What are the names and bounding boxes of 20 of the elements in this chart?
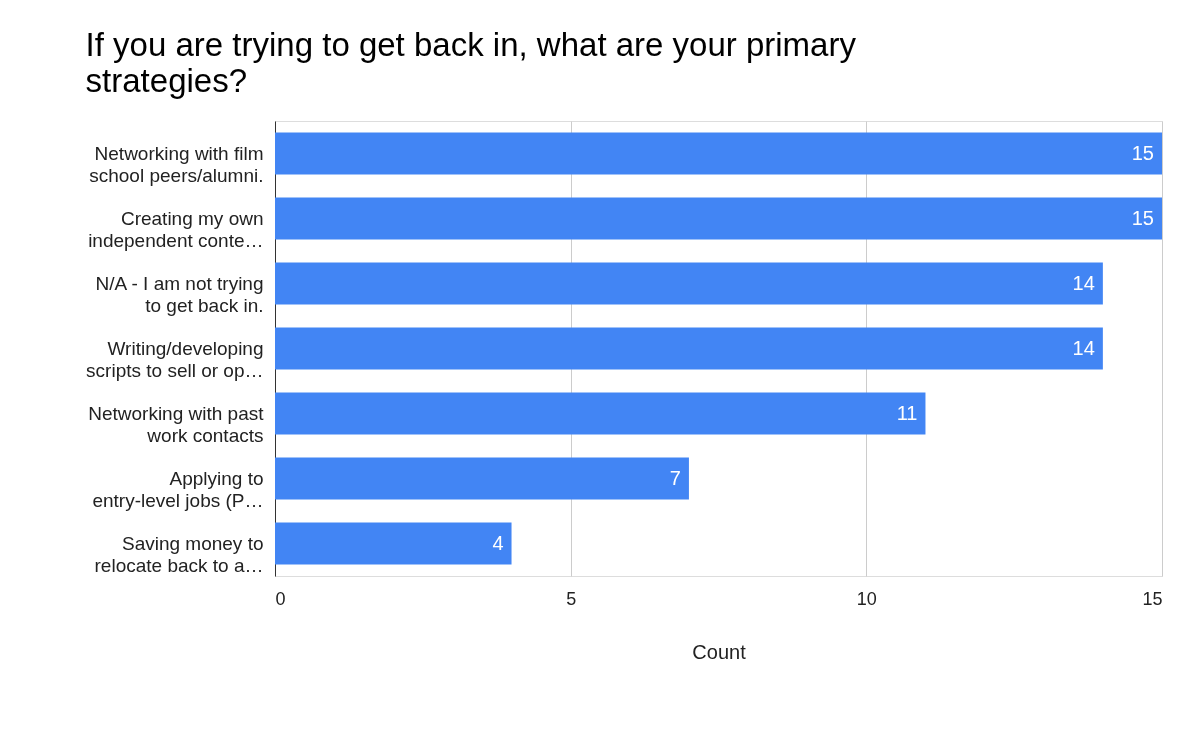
x-tick-label: 0 bbox=[275, 588, 286, 609]
y-tick-label: Creating my own independent conte… bbox=[88, 207, 264, 251]
data-label: 15 bbox=[1131, 206, 1154, 229]
x-tick-label: 5 bbox=[566, 588, 577, 609]
x-axis-title: Count bbox=[692, 640, 747, 663]
x-tick-label: 15 bbox=[1142, 588, 1163, 609]
x-tick-label: 10 bbox=[856, 588, 877, 609]
y-tick-label: Applying to entry-level jobs (P… bbox=[92, 467, 264, 511]
data-label: 4 bbox=[492, 531, 504, 554]
data-label: 14 bbox=[1072, 336, 1095, 359]
data-label: 15 bbox=[1131, 141, 1154, 164]
data-label: 7 bbox=[669, 466, 681, 489]
y-tick-label: Saving money to relocate back to a… bbox=[94, 532, 264, 576]
data-label: 11 bbox=[896, 401, 918, 424]
y-tick-label: Networking with past work contacts bbox=[88, 402, 265, 446]
y-tick-label: Writing/developing scripts to sell or op… bbox=[86, 337, 264, 381]
y-tick-label: N/A - I am not trying to get back in. bbox=[95, 272, 264, 316]
chart-title: If you are trying to get back in, what are your primary strategies? bbox=[85, 26, 857, 99]
data-label: 14 bbox=[1072, 271, 1095, 294]
y-tick-label: Networking with film school peers/alumni. bbox=[89, 142, 264, 186]
